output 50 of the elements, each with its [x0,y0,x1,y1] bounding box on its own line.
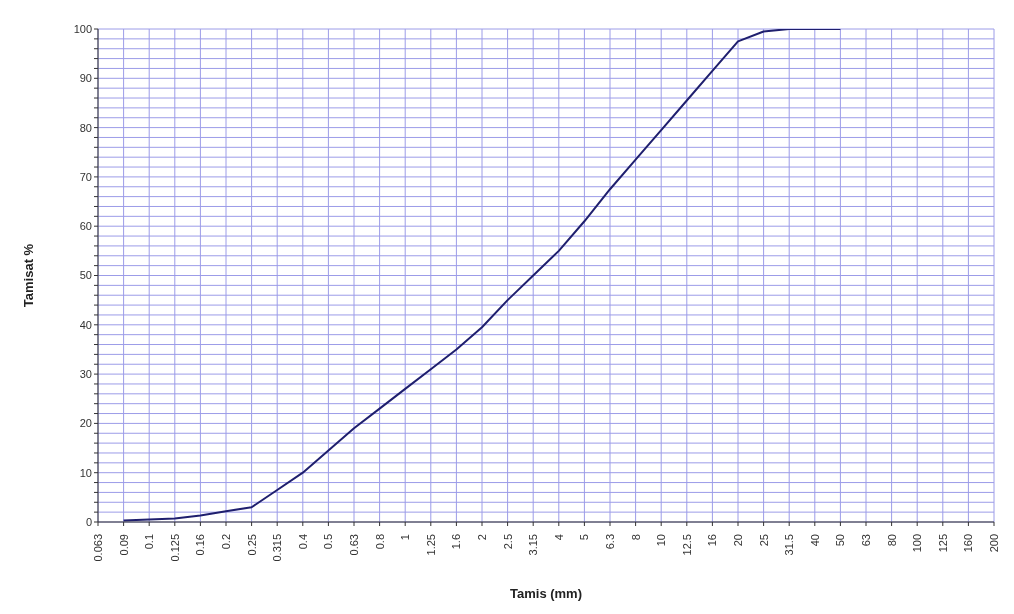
x-tick-label: 8 [629,534,642,541]
x-tick-label: 1.6 [450,534,463,550]
x-tick-label: 0.09 [117,534,130,556]
y-tick-label: 80 [79,121,92,134]
x-tick-label: 0.25 [245,534,258,556]
x-tick-label: 0.1 [143,534,156,550]
x-tick-label: 1.25 [424,534,437,556]
y-tick-label: 0 [85,515,92,528]
x-tick-label: 20 [732,534,744,547]
x-tick-label: 0.315 [271,534,284,562]
x-tick-label: 31.5 [783,534,796,556]
y-axis-title: Tamisat % [20,243,36,308]
y-tick-label: 30 [79,368,92,381]
x-tick-label: 4 [552,534,565,541]
y-tick-label: 10 [79,466,92,479]
x-tick-label: 0.063 [92,534,104,562]
x-axis-title: Tamis (mm) [510,586,582,601]
y-tick-label: 100 [73,22,92,35]
x-tick-label: 125 [936,534,949,553]
x-tick-label: 12.5 [680,534,693,556]
x-tick-label: 40 [808,534,821,547]
x-tick-label: 6.3 [604,534,616,550]
x-tick-label: 50 [834,534,847,547]
x-tick-label: 0.63 [348,534,360,556]
x-tick-label: 0.16 [194,534,207,556]
x-tick-label: 200 [988,534,1000,553]
y-tick-label: 40 [79,318,92,331]
x-tick-label: 0.8 [373,534,386,550]
x-tick-label: 0.2 [220,534,232,550]
x-tick-label: 25 [757,534,770,547]
x-tick-label: 100 [911,534,924,553]
y-tick-label: 20 [79,417,92,430]
y-tick-label: 70 [79,170,92,183]
x-tick-label: 1 [399,534,412,541]
x-tick-label: 0.4 [296,534,309,550]
y-tick-label: 50 [79,269,92,282]
x-tick-label: 16 [706,534,719,547]
x-tick-label: 160 [962,534,975,553]
x-tick-label: 10 [655,534,668,547]
x-tick-label: 63 [860,534,872,547]
x-tick-label: 2 [476,534,488,541]
y-tick-label: 60 [79,220,92,233]
x-tick-label: 2.5 [501,534,514,550]
x-tick-label: 0.125 [168,534,181,562]
x-tick-label: 0.5 [322,534,335,550]
x-tick-label: 5 [578,534,591,541]
x-tick-label: 80 [885,534,898,547]
y-tick-label: 90 [79,72,92,85]
x-tick-label: 3.15 [527,534,540,556]
line-series [122,29,842,522]
